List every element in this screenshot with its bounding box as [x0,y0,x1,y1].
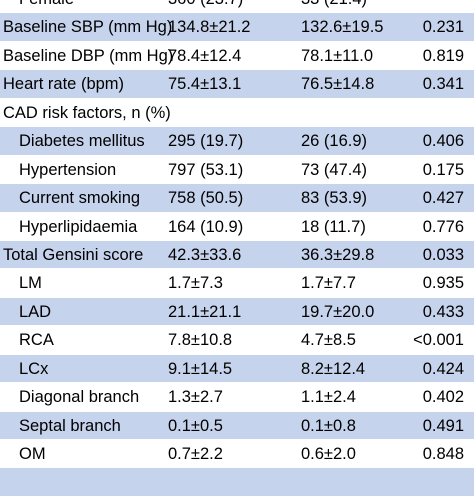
group1-value: 797 (53.1) [168,160,244,179]
group1-value: 7.8±10.8 [168,331,233,350]
group2-value: 33 (21.4) [301,0,411,13]
table-row: Total Gensini score 42.3±33.6 36.3±29.8 … [0,240,474,270]
row-label: Total Gensini score [3,245,144,264]
table-row: RCA 7.8±10.8 4.7±8.5 <0.001 [0,326,474,355]
p-value: 0.427 [422,189,464,208]
row-label: LM [19,274,42,293]
table-row: Heart rate (bpm) 75.4±13.1 76.5±14.8 0.3… [0,70,474,99]
group2-value: 76.5±14.8 [301,75,375,94]
p-value: 0.491 [422,416,464,435]
group2-value: 36.3±29.8 [301,245,375,264]
p-value: 0.424 [422,359,464,378]
p-value: 0.848 [422,445,464,463]
table-row: Diagonal branch 1.3±2.7 1.1±2.4 0.402 [0,383,474,412]
row-label: Female [19,0,279,13]
table-row: Hypertension 797 (53.1) 73 (47.4) 0.175 [0,155,474,185]
p-value: 0.776 [422,217,464,236]
p-value: <0.001 [413,331,464,350]
group2-value: 1.1±2.4 [301,388,356,407]
group1-value: 360 (23.7) [168,0,288,13]
group1-value: 21.1±21.1 [168,302,242,321]
table-row: LM 1.7±7.3 1.7±7.7 0.935 [0,269,474,298]
p-value: 0.231 [422,18,464,37]
row-label: Diabetes mellitus [19,132,145,151]
row-label: Hypertension [19,160,117,179]
row-label: OM [19,445,46,463]
table-row: Female 360 (23.7) 33 (21.4) [0,0,474,14]
p-value [384,0,464,13]
group2-value: 0.6±2.0 [301,445,356,463]
row-label: Hyperlipidaemia [19,217,138,236]
p-value: 0.175 [422,160,464,179]
p-value: 0.819 [422,46,464,65]
group1-value: 134.8±21.2 [168,18,251,37]
group2-value: 8.2±12.4 [301,359,366,378]
table-row: Hyperlipidaemia 164 (10.9) 18 (11.7) 0.7… [0,212,474,241]
group2-value: 1.7±7.7 [301,274,356,293]
group1-value: 0.7±2.2 [168,445,223,463]
group1-value: 75.4±13.1 [168,75,242,94]
section-label: CAD risk factors, n (%) [3,103,171,122]
row-label: LAD [19,302,52,321]
row-label: RCA [19,331,54,350]
group1-value: 164 (10.9) [168,217,244,236]
group2-value: 26 (16.9) [301,132,368,151]
table-row-cut-off [0,468,474,497]
row-label: Septal branch [19,416,121,435]
group2-value: 19.7±20.0 [301,302,375,321]
group1-value: 42.3±33.6 [168,245,242,264]
group1-value: 0.1±0.5 [168,416,223,435]
p-value: 0.433 [422,302,464,321]
table-row: OM 0.7±2.2 0.6±2.0 0.848 [0,440,474,469]
table-row: Baseline SBP (mm Hg) 134.8±21.2 132.6±19… [0,13,474,42]
table-row: LAD 21.1±21.1 19.7±20.0 0.433 [0,297,474,327]
p-value: 0.402 [422,388,464,407]
row-label: Baseline DBP (mm Hg) [3,46,174,65]
table-row: Septal branch 0.1±0.5 0.1±0.8 0.491 [0,411,474,440]
row-label: Current smoking [19,189,141,208]
group2-value: 132.6±19.5 [301,18,384,37]
group2-value: 83 (53.9) [301,189,368,208]
group2-value: 18 (11.7) [301,217,366,236]
group1-value: 758 (50.5) [168,189,244,208]
group2-value: 4.7±8.5 [301,331,356,350]
table-row: Current smoking 758 (50.5) 83 (53.9) 0.4… [0,184,474,213]
row-label: Baseline SBP (mm Hg) [3,18,173,37]
row-label: LCx [19,359,49,378]
p-value: 0.935 [422,274,464,293]
table-row: Baseline DBP (mm Hg) 78.4±12.4 78.1±11.0… [0,41,474,71]
group1-value: 295 (19.7) [168,132,244,151]
group2-value: 78.1±11.0 [301,46,374,65]
p-value: 0.406 [422,132,464,151]
table-row: Diabetes mellitus 295 (19.7) 26 (16.9) 0… [0,127,474,156]
p-value: 0.341 [422,75,464,94]
group1-value: 9.1±14.5 [168,359,233,378]
group2-value: 73 (47.4) [301,160,368,179]
section-header-row: CAD risk factors, n (%) [0,98,474,128]
group1-value: 78.4±12.4 [168,46,242,65]
group2-value: 0.1±0.8 [301,416,356,435]
table-row: LCx 9.1±14.5 8.2±12.4 0.424 [0,354,474,384]
group1-value: 1.7±7.3 [168,274,223,293]
row-label: Heart rate (bpm) [3,75,125,94]
p-value: 0.033 [422,245,464,264]
group1-value: 1.3±2.7 [168,388,223,407]
row-label: Diagonal branch [19,388,140,407]
